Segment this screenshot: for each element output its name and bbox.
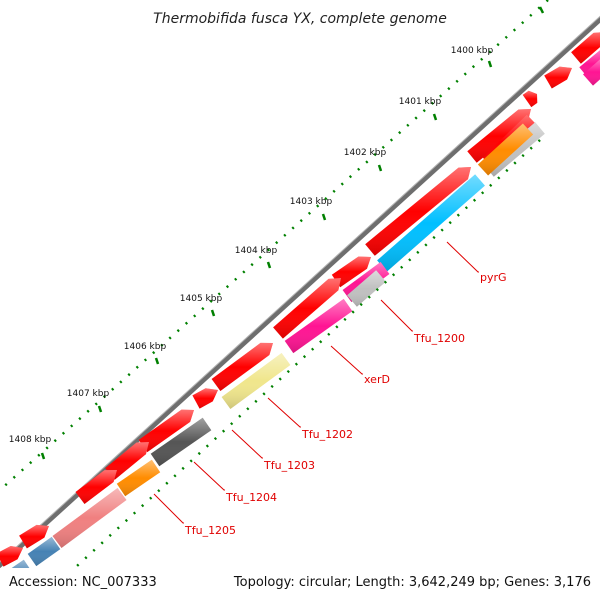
map-title: Thermobifida fusca YX, complete genome [153,11,447,27]
kbp-label: 1403 kbp [290,197,333,207]
kbp-label: 1406 kbp [124,342,167,352]
forward-feature-arrow[interactable] [0,546,23,567]
gene-label-text: Tfu_1204 [225,491,277,504]
kbp-tick [97,405,103,413]
kbp-tick [432,113,438,121]
genome-summary-text: Topology: circular; Length: 3,642,249 bp… [233,575,591,590]
kbp-tick [321,213,327,221]
leader-line [330,345,363,375]
reverse-strand-features [0,58,600,592]
gene-tfu_1204[interactable] [116,459,161,497]
kbp-tick [40,452,46,460]
leader-line [380,299,413,332]
kbp-label: 1401 kbp [399,97,442,107]
gene-pyrg[interactable] [377,174,485,272]
accession-text: Accession: NC_007333 [9,575,157,590]
gene-label-tfu_1204[interactable]: Tfu_1204 [193,461,277,504]
gene-label-text: xerD [364,373,390,386]
ruler-dots [0,0,549,491]
gene-tfu_1200-gray[interactable] [347,270,386,307]
gene-label-tfu_1200[interactable]: Tfu_1200 [380,299,465,345]
gene-label-tfu_1205[interactable]: Tfu_1205 [153,493,236,537]
kbp-tick [538,6,545,14]
gene-label-tfu_1202[interactable]: Tfu_1202 [267,397,353,441]
forward-feature-arrow[interactable] [273,278,341,339]
inner-dots [39,139,541,600]
gene-label-xerd[interactable]: xerD [330,345,390,386]
kbp-labels: 1400 kbp 1401 kbp 1402 kbp 1403 kbp 1404 kbp… [9,46,494,445]
gene-tfu_1205[interactable] [52,488,127,548]
kbp-tick [210,309,216,317]
kbp-tick [154,357,160,365]
kbp-tick [487,60,493,68]
gene-labels: pyrG Tfu_1200 xerD Tfu_1202 Tfu_1203 Tfu_1204… [153,241,507,537]
magenta-feature-right[interactable] [583,58,600,86]
forward-feature-arrow[interactable] [138,409,194,453]
leader-line [267,397,301,428]
kbp-label: 1408 kbp [9,435,52,445]
leader-line [231,429,263,459]
forward-feature-arrow[interactable] [522,90,538,108]
forward-feature-arrow[interactable] [331,256,371,288]
gene-label-tfu_1203[interactable]: Tfu_1203 [231,429,315,472]
red-top-feature[interactable] [571,32,600,64]
kbp-label: 1407 kbp [67,389,110,399]
gene-tfu_1202[interactable] [221,353,291,409]
feature-blue-segment[interactable] [27,536,61,567]
kbp-label: 1402 kbp [344,148,387,158]
gene-xerd[interactable] [284,298,353,354]
kbp-tick [266,261,272,269]
kbp-label: 1400 kbp [451,46,494,56]
inner-ticks [39,139,541,600]
gene-label-text: Tfu_1200 [413,332,465,345]
forward-feature-arrow[interactable] [75,470,118,504]
gene-label-text: Tfu_1205 [184,524,236,537]
forward-feature-arrow[interactable] [19,524,49,549]
kbp-label: 1404 kbp [235,246,278,256]
forward-feature-arrow[interactable] [211,342,273,391]
forward-feature-arrow[interactable] [467,109,531,163]
backbone-highlight [0,15,600,563]
gene-label-text: Tfu_1202 [301,428,353,441]
leader-line [193,461,225,491]
outer-ruler: 1400 kbp 1401 kbp 1402 kbp 1403 kbp 1404 kbp… [0,0,549,491]
forward-feature-arrow[interactable] [192,388,218,409]
kbp-label: 1405 kbp [180,294,223,304]
gene-label-text: pyrG [480,271,507,284]
gene-tfu_1203[interactable] [150,417,212,467]
forward-strand-features [0,32,600,567]
leader-line [446,241,479,273]
kbp-ticks [40,6,545,460]
gene-label-text: Tfu_1203 [263,459,315,472]
kbp-tick [377,164,383,172]
footer-bar [0,568,600,600]
forward-feature-arrow[interactable] [365,167,471,256]
leader-line [153,493,184,524]
gene-label-pyrg[interactable]: pyrG [446,241,507,284]
forward-feature-arrow[interactable] [544,66,572,89]
gene-orange-segment[interactable] [477,123,534,176]
